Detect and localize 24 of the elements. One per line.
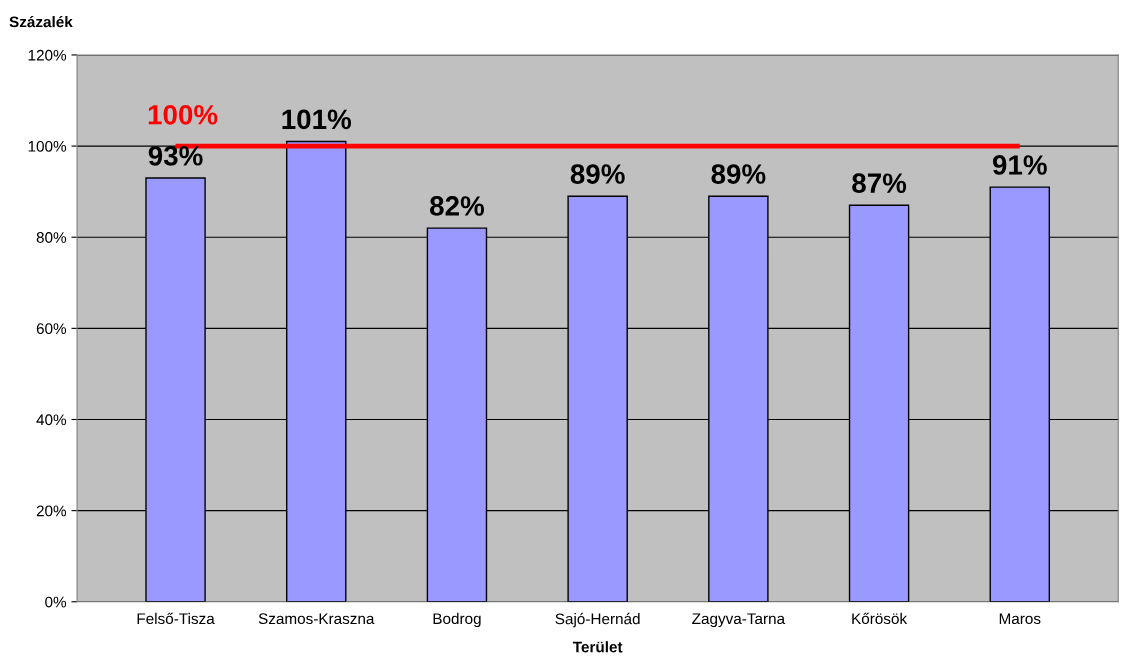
x-axis-title: Terület (572, 641, 623, 653)
y-tick-label: 20% (36, 505, 67, 517)
y-axis-title: Százalék (9, 15, 73, 28)
x-tick-label: Sajó-Hernád (555, 612, 640, 628)
data-label: 82% (430, 196, 485, 216)
y-tick-label: 60% (36, 323, 67, 335)
data-label: 89% (711, 164, 766, 184)
y-tick-label: 0% (45, 596, 67, 608)
ref-line-label: 100% (148, 104, 218, 125)
x-tick-label: Maros (999, 613, 1041, 625)
data-label: 87% (852, 173, 907, 193)
data-label: 91% (992, 155, 1047, 175)
y-tick-label: 40% (36, 414, 67, 426)
y-tick-label: 80% (36, 232, 67, 243)
x-tick-label: Szamos-Kraszna (258, 613, 375, 625)
x-tick-label: Zagyva-Tarna (692, 613, 786, 628)
y-tick-label: 120% (28, 49, 67, 61)
data-label: 93% (148, 145, 203, 166)
data-label: 101% (282, 109, 352, 130)
x-tick-label: Kőrösök (852, 612, 908, 625)
data-label: 89% (570, 164, 625, 184)
x-tick-label: Bodrog (433, 612, 481, 628)
y-tick-label: 100% (28, 140, 67, 152)
x-tick-label: Felső-Tisza (137, 612, 215, 625)
